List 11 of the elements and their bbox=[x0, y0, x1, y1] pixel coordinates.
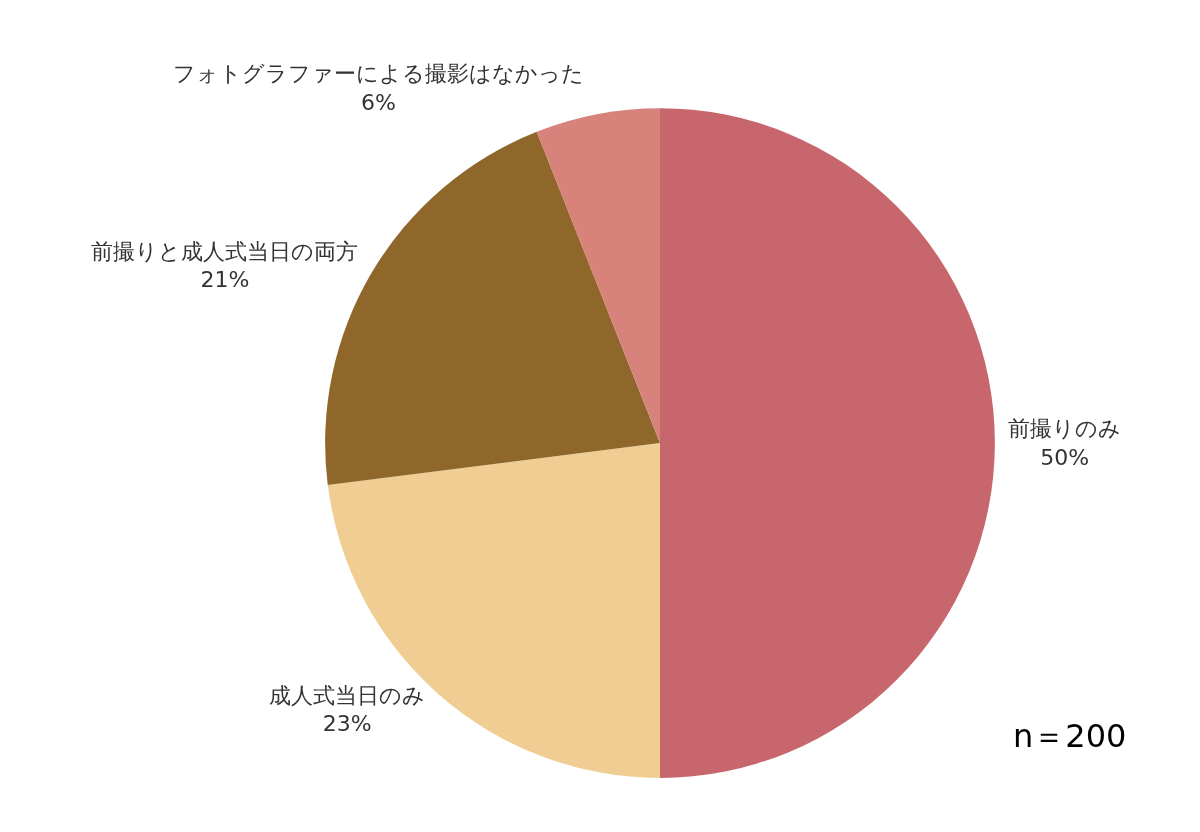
data-label: 50% bbox=[1040, 444, 1090, 470]
slice-label: 前撮りのみ bbox=[1008, 416, 1122, 442]
slice-label: 成人式当日のみ bbox=[269, 682, 426, 708]
data-label: 6% bbox=[360, 90, 396, 116]
text: n＝200 bbox=[1013, 717, 1127, 755]
slice-label: 前撮りと成人式当日の両方 bbox=[91, 238, 359, 264]
data-label: 23% bbox=[322, 711, 372, 737]
data-label: 21% bbox=[200, 267, 250, 293]
pie-slice bbox=[536, 108, 660, 444]
pie-slice bbox=[660, 108, 995, 778]
slice-label: フォトグラファーによる撮影はなかった bbox=[172, 61, 584, 87]
